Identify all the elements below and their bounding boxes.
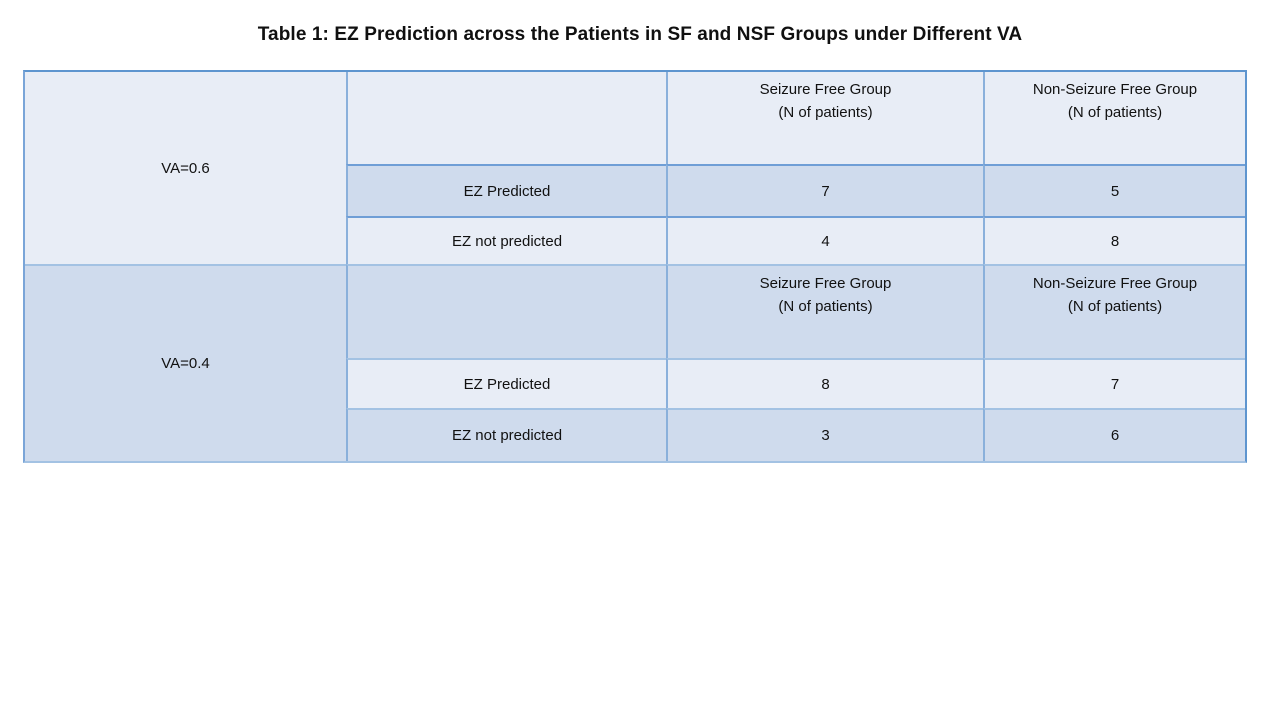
column-header-line1: Non-Seizure Free Group: [1032, 81, 1198, 98]
value-cell-sf-ez-not-predicted: 3: [666, 408, 983, 461]
corner-spacer-cell: [346, 72, 666, 164]
column-header-line1: Seizure Free Group: [759, 81, 892, 98]
column-header-line1: Non-Seizure Free Group: [1032, 275, 1198, 292]
column-header-line2: (N of patients): [1067, 104, 1163, 121]
va-group-label: VA=0.4: [161, 355, 210, 372]
ez-prediction-table: VA=0.6 Seizure Free Group (N of patients…: [23, 70, 1247, 463]
row-label-ez-not-predicted: EZ not predicted: [346, 216, 666, 264]
value-cell-nsf-ez-not-predicted: 8: [983, 216, 1245, 264]
column-header-line1: Seizure Free Group: [759, 275, 892, 292]
column-header-non-seizure-free: Non-Seizure Free Group (N of patients): [983, 72, 1245, 164]
value-cell-nsf-ez-not-predicted: 6: [983, 408, 1245, 461]
column-header-line2: (N of patients): [778, 104, 873, 121]
row-label-ez-predicted: EZ Predicted: [346, 358, 666, 408]
va-group-cell-0-6: VA=0.6: [25, 72, 346, 264]
va-group-cell-0-4: VA=0.4: [25, 264, 346, 461]
column-header-seizure-free: Seizure Free Group (N of patients): [666, 72, 983, 164]
table-caption: Table 1: EZ Prediction across the Patien…: [257, 24, 1023, 45]
value-cell-nsf-ez-predicted: 5: [983, 164, 1245, 216]
column-header-seizure-free: Seizure Free Group (N of patients): [666, 264, 983, 358]
value-cell-sf-ez-not-predicted: 4: [666, 216, 983, 264]
va-group-label: VA=0.6: [161, 159, 210, 177]
value-cell-sf-ez-predicted: 8: [666, 358, 983, 408]
column-header-line2: (N of patients): [1067, 298, 1163, 315]
column-header-non-seizure-free: Non-Seizure Free Group (N of patients): [983, 264, 1245, 358]
corner-spacer-cell: [346, 264, 666, 358]
row-label-ez-not-predicted: EZ not predicted: [346, 408, 666, 461]
column-header-line2: (N of patients): [778, 298, 873, 315]
row-label-ez-predicted: EZ Predicted: [346, 164, 666, 216]
value-cell-sf-ez-predicted: 7: [666, 164, 983, 216]
value-cell-nsf-ez-predicted: 7: [983, 358, 1245, 408]
